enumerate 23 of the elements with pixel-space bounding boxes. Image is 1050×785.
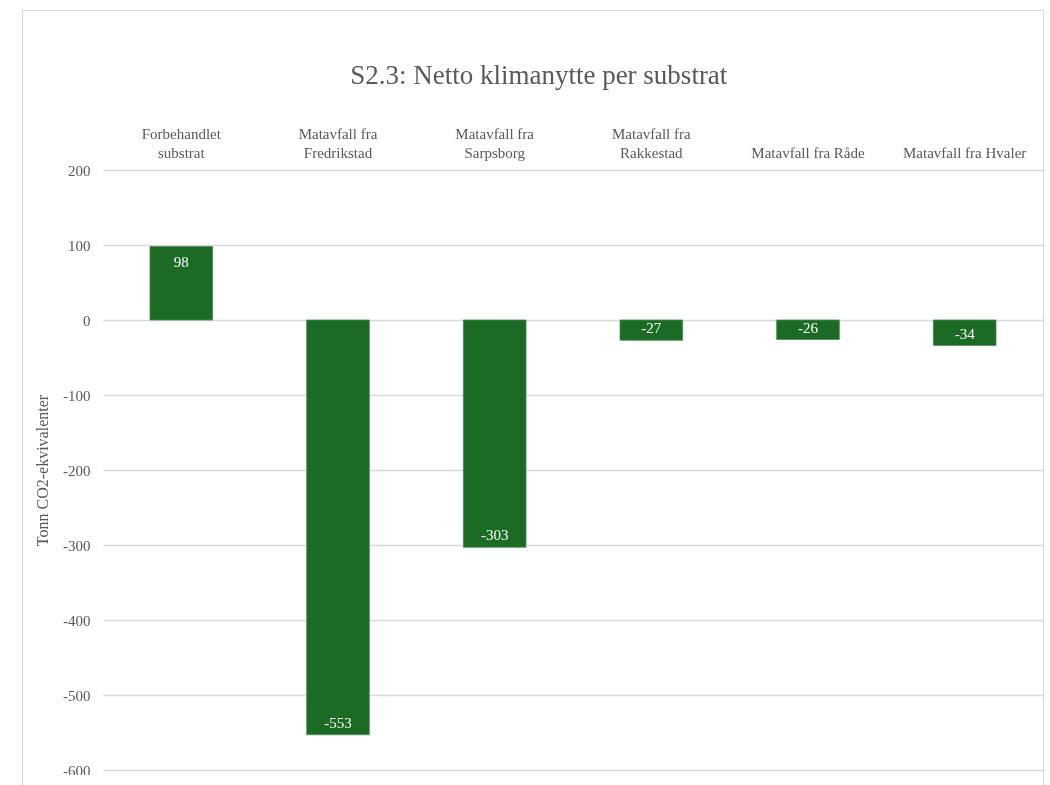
data-label: -34	[954, 325, 976, 342]
y-tick-label: -300	[63, 537, 91, 554]
data-label: -553	[324, 714, 352, 731]
data-label: -26	[798, 319, 819, 336]
y-axis-title: Tonn CO2-ekvivalenter	[34, 394, 51, 547]
data-label: 98	[173, 253, 189, 270]
data-label: -27	[641, 320, 662, 337]
chart-title: S2.3: Netto klimanytte per substrat	[350, 60, 728, 90]
x-tick-label: Matavfall fra Råde	[751, 144, 865, 161]
y-tick-label: -200	[63, 462, 91, 479]
x-tick-label: Matavfall fra Hvaler	[903, 144, 1027, 161]
y-tick-label: -400	[63, 612, 91, 629]
x-tick-label: Forbehandlet substrat	[141, 125, 222, 161]
x-tick-label: Matavfall fra Sarpsborg	[455, 125, 535, 161]
y-tick-label: 0	[83, 312, 91, 329]
y-tick-label: -100	[63, 387, 91, 404]
data-label: -303	[480, 527, 509, 544]
x-tick-label: Matavfall fra Rakkestad	[611, 125, 692, 161]
x-tick-label: Matavfall fra Fredrikstad	[298, 125, 378, 161]
y-tick-label: 100	[68, 237, 91, 254]
y-tick-label: 200	[68, 162, 91, 179]
y-tick-label: -500	[63, 687, 91, 704]
y-tick-label: -600	[63, 762, 91, 779]
